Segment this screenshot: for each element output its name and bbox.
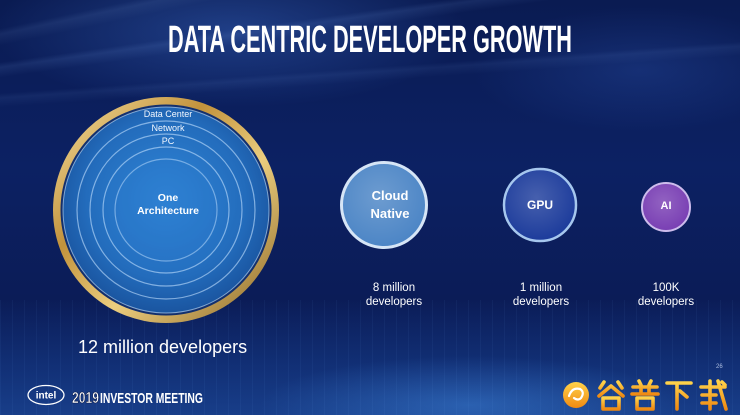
event-year: 2019 bbox=[72, 390, 99, 407]
watermark-glyphs bbox=[597, 379, 728, 411]
gpu-label: GPU bbox=[526, 198, 553, 212]
cloud-native-caption: 8 million developers bbox=[365, 282, 423, 308]
slide-title: DATA CENTRIC DEVELOPER GROWTH bbox=[168, 19, 572, 60]
one-architecture-caption: 12 million developers bbox=[78, 337, 248, 357]
watermark-swirl-mark bbox=[567, 387, 584, 401]
title-area: DATA CENTRIC DEVELOPER GROWTH bbox=[168, 19, 572, 60]
ring-label-pc: PC bbox=[161, 136, 175, 146]
intel-logo: intel bbox=[36, 391, 57, 402]
gpu-sheen bbox=[505, 170, 575, 240]
ring-label-network: Network bbox=[151, 123, 185, 133]
one-architecture-diagram bbox=[53, 97, 279, 323]
ai-sheen bbox=[643, 184, 689, 230]
event-name: INVESTOR MEETING bbox=[100, 390, 203, 407]
gpu-caption: 1 million developers bbox=[512, 282, 570, 308]
ai-caption: 100K developers bbox=[637, 282, 695, 308]
page-number: 26 bbox=[716, 364, 723, 370]
cloud-native-sheen bbox=[343, 164, 425, 246]
ring-inner bbox=[114, 158, 218, 262]
gpu-circle bbox=[502, 167, 578, 243]
ring-pc bbox=[102, 146, 230, 274]
cloud-native-label: Cloud Native bbox=[370, 188, 410, 221]
blue-disc bbox=[62, 106, 270, 314]
ring-network bbox=[89, 133, 243, 287]
ai-circle bbox=[641, 182, 691, 232]
ring-data-center bbox=[76, 120, 256, 300]
background-floor-glow bbox=[0, 300, 740, 415]
watermark-swirl-icon bbox=[563, 382, 589, 408]
watermark-logo bbox=[563, 379, 728, 411]
ring-label-data-center: Data Center bbox=[143, 109, 193, 119]
ai-label: AI bbox=[660, 200, 672, 212]
footer-branding: intel 2019 INVESTOR MEETING bbox=[27, 384, 203, 407]
cloud-native-circle bbox=[340, 161, 428, 249]
one-architecture-label: One Architecture bbox=[137, 192, 199, 217]
intel-logo-ring-icon bbox=[27, 384, 65, 406]
